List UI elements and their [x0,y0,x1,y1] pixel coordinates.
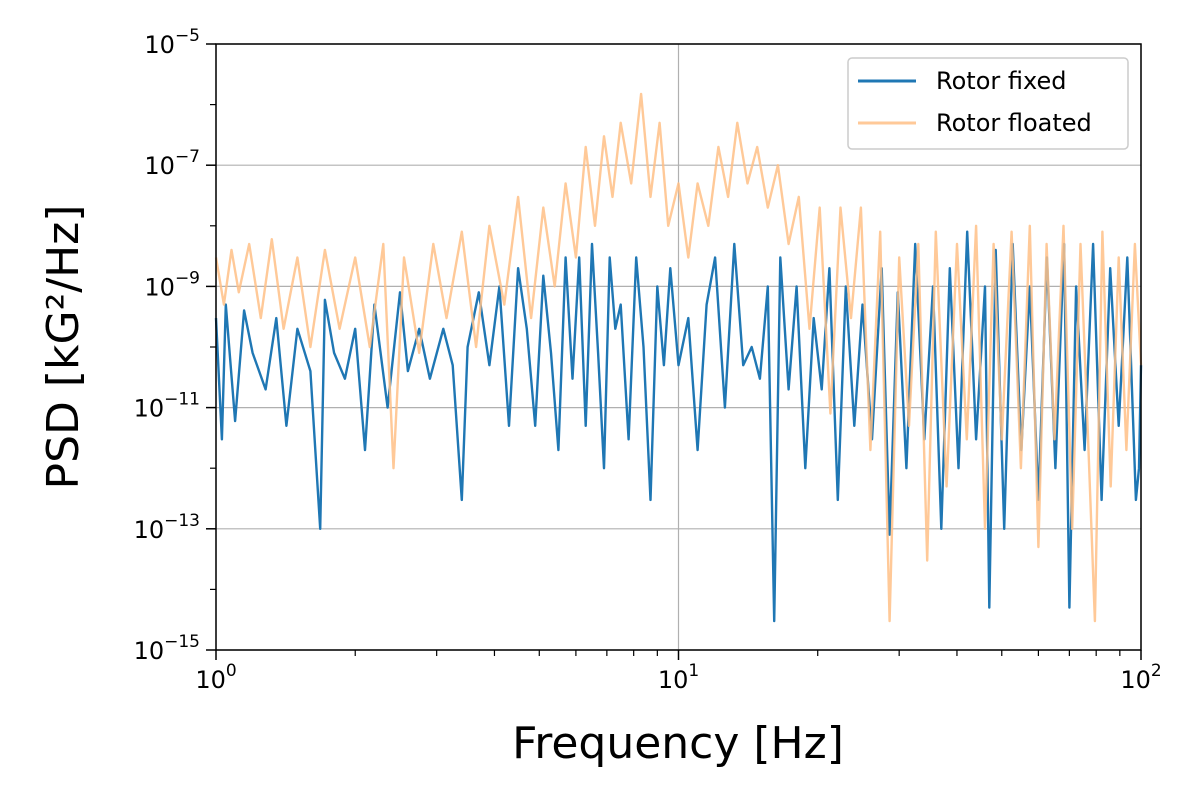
x-axis-label: Frequency [Hz] [512,718,844,769]
legend-label-rotor-fixed: Rotor fixed [936,67,1066,95]
x-tick-label: 101 [658,661,699,694]
x-tick-label: 100 [195,661,236,694]
x-tick-label: 102 [1120,661,1161,694]
legend: Rotor fixed Rotor floated [847,57,1129,150]
legend-box [847,57,1129,150]
y-tick-label: 10−7 [144,147,200,180]
y-tick-label: 10−13 [134,511,200,544]
series-line-rotor-floated [214,92,1143,623]
legend-label-rotor-floated: Rotor floated [936,109,1092,137]
y-tick-label: 10−5 [144,26,200,59]
y-tick-label: 10−9 [144,268,200,301]
y-tick-label: 10−11 [134,390,200,423]
series-layer [214,92,1143,623]
y-tick-label: 10−15 [134,632,200,665]
axis-ticks: 100 101 102 10−5 10−7 10−9 10−11 10−13 10−15 [134,26,1162,694]
y-axis-label: PSD [kG²/Hz] [38,205,89,490]
